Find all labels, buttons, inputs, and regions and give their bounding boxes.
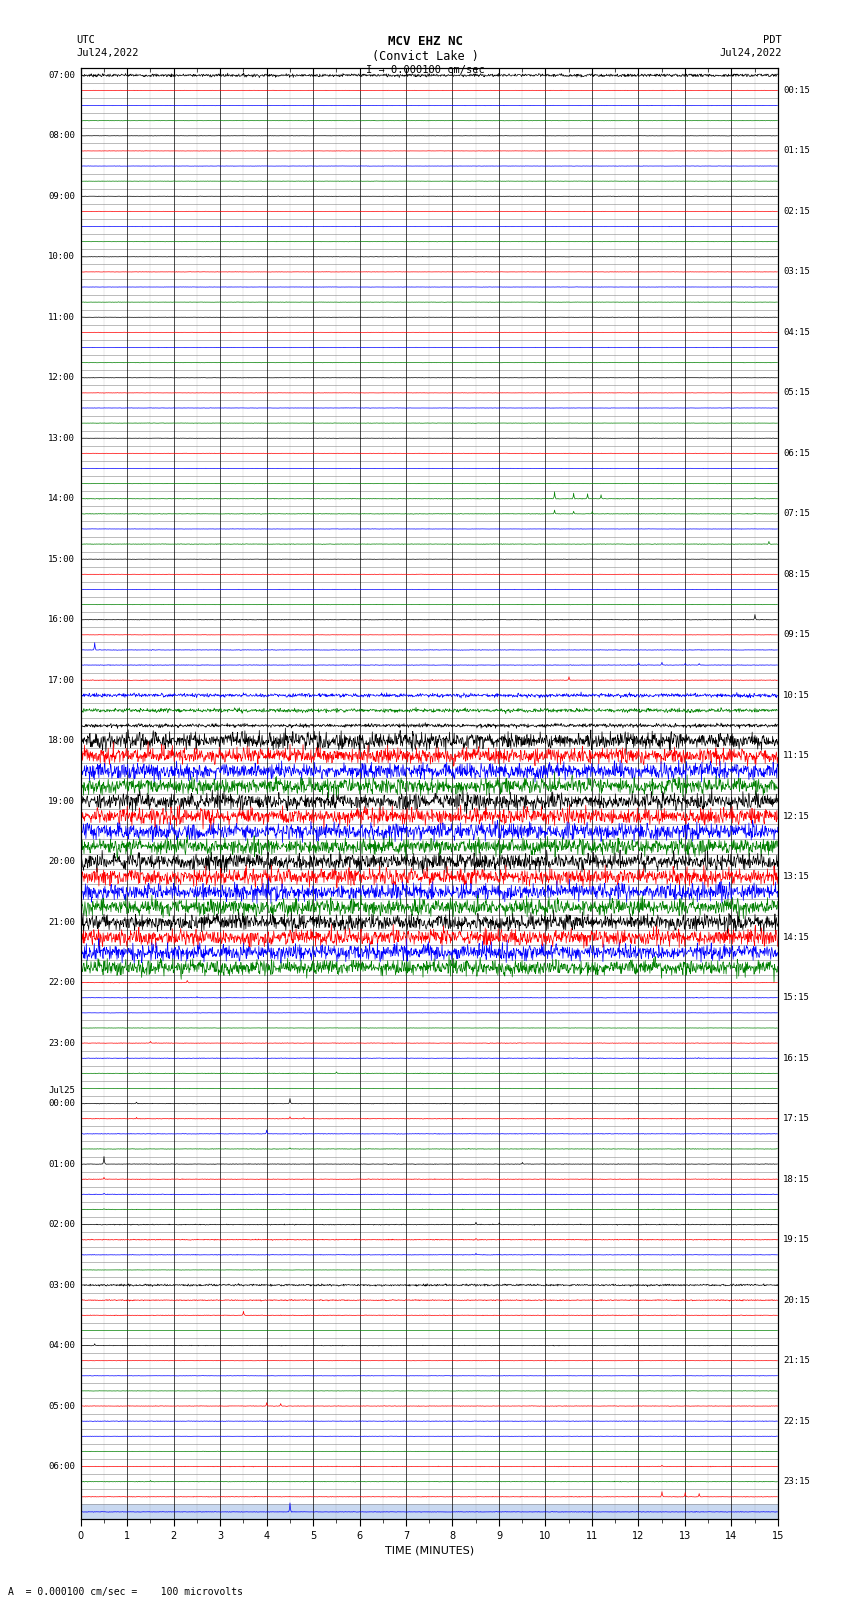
- Text: 17:15: 17:15: [784, 1115, 810, 1123]
- Text: 05:00: 05:00: [48, 1402, 75, 1410]
- Text: 22:00: 22:00: [48, 977, 75, 987]
- Text: 04:00: 04:00: [48, 1340, 75, 1350]
- Text: Jul24,2022: Jul24,2022: [719, 48, 782, 58]
- Text: 10:00: 10:00: [48, 252, 75, 261]
- Text: UTC: UTC: [76, 35, 95, 45]
- Text: 21:15: 21:15: [784, 1357, 810, 1365]
- Text: 18:15: 18:15: [784, 1174, 810, 1184]
- Text: 00:15: 00:15: [784, 85, 810, 95]
- Text: 16:15: 16:15: [784, 1053, 810, 1063]
- Text: 21:00: 21:00: [48, 918, 75, 926]
- Text: 03:15: 03:15: [784, 268, 810, 276]
- Text: 18:00: 18:00: [48, 736, 75, 745]
- Text: 07:15: 07:15: [784, 510, 810, 518]
- Text: 02:00: 02:00: [48, 1219, 75, 1229]
- Text: 14:15: 14:15: [784, 932, 810, 942]
- Text: 15:15: 15:15: [784, 994, 810, 1002]
- Text: Jul25: Jul25: [48, 1086, 75, 1095]
- Text: 13:00: 13:00: [48, 434, 75, 442]
- Text: 01:00: 01:00: [48, 1160, 75, 1168]
- Text: 06:15: 06:15: [784, 448, 810, 458]
- Text: 00:00: 00:00: [48, 1098, 75, 1108]
- Text: 22:15: 22:15: [784, 1416, 810, 1426]
- Text: 05:15: 05:15: [784, 389, 810, 397]
- Text: 11:15: 11:15: [784, 752, 810, 760]
- Text: 12:00: 12:00: [48, 373, 75, 382]
- Text: 08:00: 08:00: [48, 131, 75, 140]
- Text: 23:15: 23:15: [784, 1478, 810, 1486]
- Bar: [81, 1505, 778, 1519]
- Text: (Convict Lake ): (Convict Lake ): [371, 50, 479, 63]
- Text: 02:15: 02:15: [784, 206, 810, 216]
- Text: 06:00: 06:00: [48, 1461, 75, 1471]
- X-axis label: TIME (MINUTES): TIME (MINUTES): [385, 1545, 473, 1555]
- Text: PDT: PDT: [763, 35, 782, 45]
- Text: 19:15: 19:15: [784, 1236, 810, 1244]
- Text: 09:00: 09:00: [48, 192, 75, 200]
- Text: 09:15: 09:15: [784, 631, 810, 639]
- Text: 08:15: 08:15: [784, 569, 810, 579]
- Text: I = 0.000100 cm/sec: I = 0.000100 cm/sec: [366, 65, 484, 74]
- Text: 16:00: 16:00: [48, 615, 75, 624]
- Text: 10:15: 10:15: [784, 690, 810, 700]
- Text: 17:00: 17:00: [48, 676, 75, 684]
- Text: 04:15: 04:15: [784, 327, 810, 337]
- Text: 13:15: 13:15: [784, 873, 810, 881]
- Text: 15:00: 15:00: [48, 555, 75, 563]
- Text: 23:00: 23:00: [48, 1039, 75, 1047]
- Text: 12:15: 12:15: [784, 811, 810, 821]
- Text: 11:00: 11:00: [48, 313, 75, 321]
- Text: Jul24,2022: Jul24,2022: [76, 48, 139, 58]
- Text: MCV EHZ NC: MCV EHZ NC: [388, 35, 462, 48]
- Text: 20:00: 20:00: [48, 857, 75, 866]
- Text: 01:15: 01:15: [784, 147, 810, 155]
- Text: A  = 0.000100 cm/sec =    100 microvolts: A = 0.000100 cm/sec = 100 microvolts: [8, 1587, 243, 1597]
- Text: 14:00: 14:00: [48, 494, 75, 503]
- Text: 03:00: 03:00: [48, 1281, 75, 1289]
- Text: 07:00: 07:00: [48, 71, 75, 79]
- Text: 20:15: 20:15: [784, 1295, 810, 1305]
- Text: 19:00: 19:00: [48, 797, 75, 805]
